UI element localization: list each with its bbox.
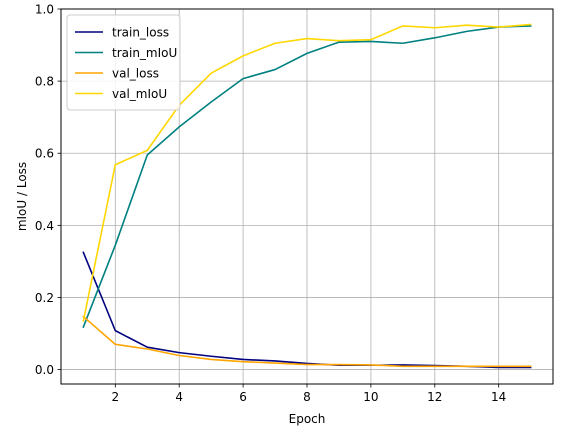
x-axis-label: Epoch: [289, 412, 326, 426]
legend: train_loss train_mIoU val_loss val_mIoU: [66, 14, 181, 111]
x-tick-label: 14: [491, 390, 506, 404]
x-tick-label: 12: [427, 390, 442, 404]
y-tick-label: 0.2: [35, 291, 54, 305]
x-tick-label: 8: [303, 390, 311, 404]
x-tick-label: 2: [111, 390, 119, 404]
y-axis-label: mIoU / Loss: [15, 162, 29, 231]
y-tick-label: 0.6: [35, 147, 54, 161]
series-lines: [82, 23, 532, 369]
series-line-val-miou: [82, 23, 532, 322]
series-line-train-miou: [82, 25, 532, 329]
legend-label: val_loss: [112, 67, 159, 81]
y-tick-label: 0.0: [35, 363, 54, 377]
axis-ticks: 2 4 6 8 10 12 14 0.0 0.2 0.4 0.6 0.8 1.0: [35, 3, 506, 405]
legend-label: val_mIoU: [112, 87, 167, 101]
series-line-val-loss: [82, 315, 532, 368]
x-tick-label: 6: [239, 390, 247, 404]
legend-box: [66, 14, 181, 111]
x-tick-label: 4: [175, 390, 183, 404]
legend-label: train_mIoU: [112, 46, 177, 60]
y-tick-label: 0.4: [35, 219, 54, 233]
x-tick-label: 10: [363, 390, 378, 404]
legend-label: train_loss: [112, 26, 169, 40]
y-tick-label: 0.8: [35, 75, 54, 89]
grid: [61, 8, 553, 384]
y-tick-label: 1.0: [35, 3, 54, 17]
